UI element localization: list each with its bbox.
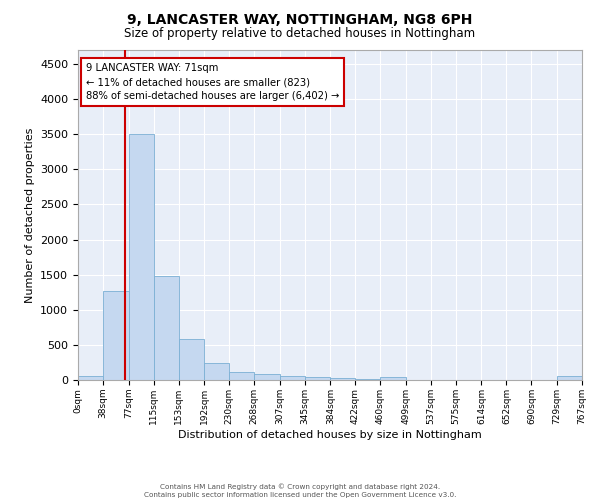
Text: 9, LANCASTER WAY, NOTTINGHAM, NG8 6PH: 9, LANCASTER WAY, NOTTINGHAM, NG8 6PH — [127, 12, 473, 26]
Bar — [331, 378, 355, 380]
Bar — [229, 372, 254, 380]
Text: 9 LANCASTER WAY: 71sqm
← 11% of detached houses are smaller (823)
88% of semi-de: 9 LANCASTER WAY: 71sqm ← 11% of detached… — [86, 63, 339, 101]
Bar — [154, 276, 179, 380]
Bar — [254, 374, 280, 380]
Text: Contains HM Land Registry data © Crown copyright and database right 2024.
Contai: Contains HM Land Registry data © Crown c… — [144, 484, 456, 498]
Bar — [380, 377, 406, 380]
Y-axis label: Number of detached properties: Number of detached properties — [25, 128, 35, 302]
Bar — [280, 376, 305, 380]
Bar — [204, 363, 229, 380]
Bar — [78, 376, 103, 380]
Bar — [179, 340, 204, 380]
Bar — [355, 378, 380, 380]
Bar — [305, 377, 331, 380]
Bar — [557, 376, 582, 380]
X-axis label: Distribution of detached houses by size in Nottingham: Distribution of detached houses by size … — [178, 430, 482, 440]
Bar — [103, 291, 128, 380]
Text: Size of property relative to detached houses in Nottingham: Size of property relative to detached ho… — [124, 28, 476, 40]
Bar — [128, 134, 154, 380]
